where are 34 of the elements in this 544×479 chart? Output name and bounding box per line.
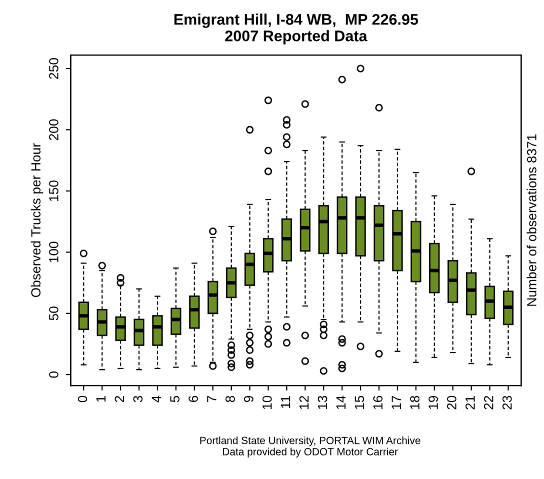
x-tick-label: 12 xyxy=(299,396,309,409)
x-tick-label: 17 xyxy=(392,396,401,409)
x-tick-label: 16 xyxy=(373,396,383,409)
y-tick-label: 200 xyxy=(49,119,58,140)
x-tick-label: 1 xyxy=(96,396,106,402)
y-tick-label: 0 xyxy=(49,371,58,378)
y-axis-title: Observed Trucks per Hour xyxy=(30,143,44,298)
x-tick-label: 20 xyxy=(447,396,456,410)
x-tick-label: 23 xyxy=(502,396,512,410)
text: Portland State University, PORTAL WIM Archive Data provided by ODOT Motor Carrier xyxy=(200,436,420,458)
x-tick-label: 6 xyxy=(188,396,198,402)
x-tick-label: 5 xyxy=(170,396,180,402)
x-tick-label: 2 xyxy=(114,396,124,402)
x-tick-label: 18 xyxy=(410,396,420,409)
x-tick-label: 14 xyxy=(336,396,346,409)
y-tick-label: 50 xyxy=(49,306,58,320)
x-tick-label: 11 xyxy=(281,396,290,408)
x-tick-label: 21 xyxy=(466,396,475,410)
x-tick-label: 22 xyxy=(484,396,494,410)
chart-title: Emigrant Hill, I-84 WB, MP 226.95 2007 Reported Data xyxy=(174,14,418,44)
x-tick-label: 9 xyxy=(244,396,254,402)
y2-axis-title: Number of observations 8371 xyxy=(526,134,536,306)
x-tick-label: 10 xyxy=(262,396,272,409)
x-tick-label: 7 xyxy=(207,396,216,402)
x-tick-label: 8 xyxy=(226,396,235,402)
y-tick-label: 100 xyxy=(49,242,58,262)
x-tick-label: 4 xyxy=(152,396,161,402)
x-tick-label: 19 xyxy=(428,396,438,409)
x-tick-label: 15 xyxy=(354,396,364,409)
x-tick-label: 3 xyxy=(133,396,143,402)
y-tick-label: 150 xyxy=(49,180,58,201)
x-tick-label: 13 xyxy=(318,396,328,409)
y-tick-label: 250 xyxy=(49,58,58,79)
x-tick-label: 0 xyxy=(78,396,88,402)
